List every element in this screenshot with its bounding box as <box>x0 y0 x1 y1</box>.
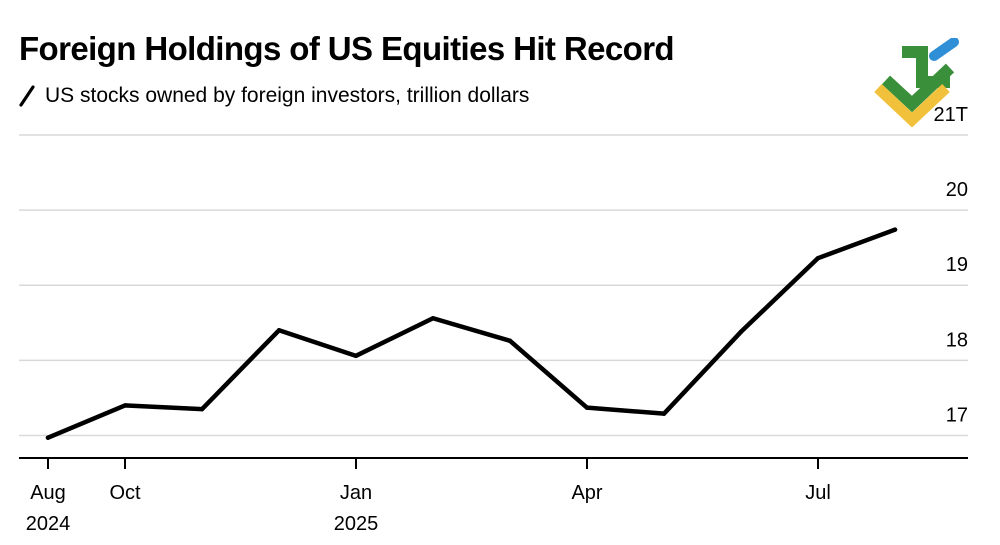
series-line <box>45 227 898 440</box>
data-point <box>815 255 821 261</box>
data-point <box>661 411 667 416</box>
y-tick-label: 20 <box>946 179 968 201</box>
data-point <box>430 316 436 321</box>
x-tick-year-label: 2025 <box>334 513 379 535</box>
data-point <box>199 406 205 412</box>
x-tick-label: Oct <box>109 482 141 504</box>
x-tick-year-label: 2024 <box>26 513 71 535</box>
data-point <box>584 405 590 410</box>
y-tick-label: 18 <box>946 329 968 351</box>
x-tick-label: Apr <box>571 482 602 504</box>
legend-label: US stocks owned by foreign investors, tr… <box>45 84 530 107</box>
grid-lines <box>19 134 968 437</box>
x-ticks: Aug 2024 Oct Jan 2025 Apr Jul <box>26 458 831 535</box>
data-points <box>45 227 898 440</box>
data-point <box>892 227 898 232</box>
y-tick-label: 19 <box>946 254 968 276</box>
legend: US stocks owned by foreign investors, tr… <box>19 84 529 108</box>
data-point <box>507 338 513 344</box>
data-point <box>45 435 51 440</box>
x-tick-label: Jan <box>340 482 372 504</box>
data-point <box>122 403 128 408</box>
x-tick-label: Aug <box>30 482 66 504</box>
data-point <box>353 353 359 359</box>
data-point <box>738 329 744 334</box>
data-point <box>276 328 282 333</box>
chart-title: Foreign Holdings of US Equities Hit Reco… <box>19 30 675 67</box>
legend-line-icon <box>19 85 35 107</box>
brand-logo-icon <box>874 38 959 128</box>
y-tick-label: 21T <box>934 104 968 126</box>
y-tick-labels: 17 18 19 20 21T <box>934 104 968 426</box>
y-tick-label: 17 <box>946 404 968 426</box>
x-tick-label: Jul <box>805 482 831 504</box>
